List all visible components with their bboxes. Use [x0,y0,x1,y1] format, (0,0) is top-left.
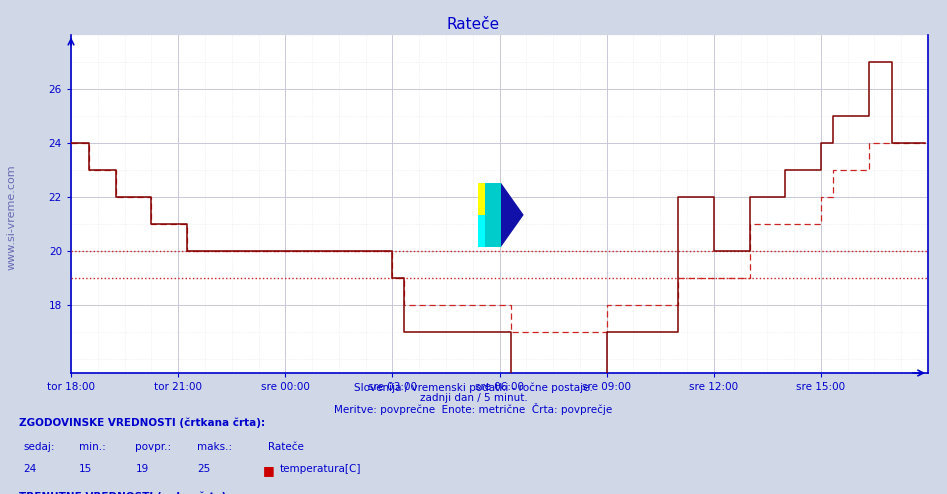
Text: min.:: min.: [79,442,105,452]
Text: Rateče: Rateče [447,17,500,32]
Text: 19: 19 [135,464,149,474]
Text: maks.:: maks.: [197,442,232,452]
Text: Rateče: Rateče [268,442,304,452]
Text: www.si-vreme.com: www.si-vreme.com [7,165,16,270]
Text: Meritve: povprečne  Enote: metrične  Črta: povprečje: Meritve: povprečne Enote: metrične Črta:… [334,403,613,414]
Text: Slovenija / vremenski podatki - ročne postaje.: Slovenija / vremenski podatki - ročne po… [354,383,593,393]
Text: TRENUTNE VREDNOSTI (polna črta):: TRENUTNE VREDNOSTI (polna črta): [19,492,230,494]
Text: ZGODOVINSKE VREDNOSTI (črtkana črta):: ZGODOVINSKE VREDNOSTI (črtkana črta): [19,417,265,428]
Polygon shape [501,183,524,247]
Bar [478,215,501,247]
Text: zadnji dan / 5 minut.: zadnji dan / 5 minut. [420,393,527,403]
Polygon shape [485,183,501,247]
Text: povpr.:: povpr.: [135,442,171,452]
Bar [478,183,501,215]
Text: 25: 25 [197,464,210,474]
Text: ■: ■ [263,464,275,477]
Text: sedaj:: sedaj: [24,442,55,452]
Text: 15: 15 [79,464,92,474]
Text: 24: 24 [24,464,37,474]
Text: temperatura[C]: temperatura[C] [279,464,361,474]
